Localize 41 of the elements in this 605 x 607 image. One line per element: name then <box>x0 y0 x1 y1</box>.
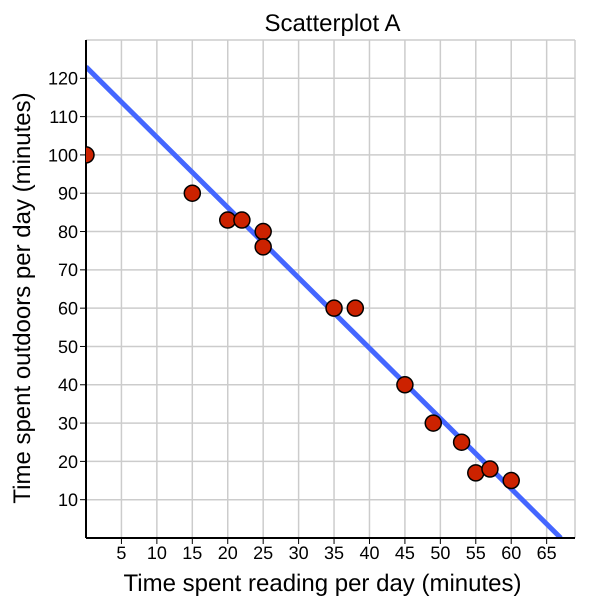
y-tick-label: 20 <box>58 452 78 472</box>
y-tick-label: 90 <box>58 184 78 204</box>
x-tick-label: 45 <box>394 542 415 563</box>
point <box>481 460 499 478</box>
point <box>396 376 414 394</box>
point <box>325 299 343 317</box>
x-tick-label: 50 <box>430 542 450 563</box>
y-tick-label: 80 <box>58 222 78 242</box>
x-tick-label: 35 <box>324 542 344 563</box>
y-tick-label: 120 <box>48 68 78 89</box>
x-tick-label: 5 <box>116 542 126 563</box>
x-tick-label: 55 <box>466 542 486 563</box>
x-tick-label: 10 <box>146 542 167 563</box>
x-tick-label: 30 <box>288 542 309 563</box>
y-tick-label: 40 <box>58 375 78 396</box>
y-axis-title: Time spent outdoors per day (minutes) <box>9 92 37 504</box>
y-tick-label: 60 <box>58 298 78 319</box>
y-tick-label: 30 <box>58 413 78 434</box>
x-tick-label: 15 <box>182 542 202 563</box>
y-tick-label: 70 <box>58 260 78 280</box>
x-tick-label: 40 <box>359 542 380 563</box>
point <box>467 464 485 482</box>
chart-title: Scatterplot A <box>263 10 402 38</box>
point <box>254 238 272 256</box>
x-tick-label: 25 <box>253 542 274 563</box>
x-axis-title: Time spent reading per day (minutes) <box>122 570 522 598</box>
point <box>424 414 442 432</box>
x-tick-label: 20 <box>218 542 238 563</box>
point <box>218 211 236 229</box>
point <box>452 433 470 451</box>
y-tick-label: 100 <box>48 145 78 166</box>
x-tick-label: 60 <box>501 542 522 563</box>
y-tick-label: 110 <box>49 107 78 128</box>
point <box>346 299 364 317</box>
point <box>233 211 251 229</box>
y-tick-label: 50 <box>58 336 78 357</box>
x-tick-label: 65 <box>536 542 557 563</box>
y-tick-label: 10 <box>58 490 78 510</box>
point <box>254 222 272 240</box>
point <box>502 472 520 490</box>
point <box>184 184 202 202</box>
